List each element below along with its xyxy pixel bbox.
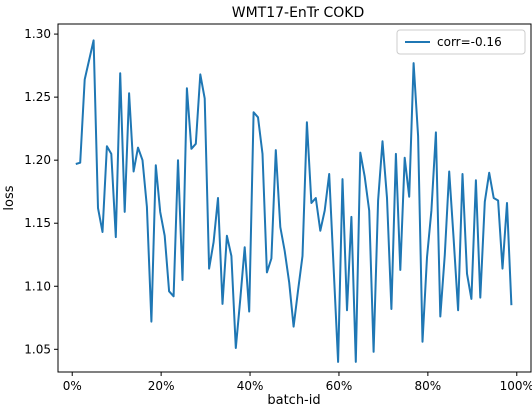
y-axis: 1.05 1.10 1.15 1.20 1.25 1.30	[24, 27, 58, 356]
y-tick-label: 1.15	[24, 216, 51, 230]
plot-area-frame	[57, 23, 532, 373]
x-tick-label: 100%	[500, 379, 532, 393]
plot-lines	[75, 39, 513, 363]
chart-title: WMT17-EnTr COKD	[232, 5, 365, 21]
y-tick-label: 1.20	[24, 153, 51, 167]
x-tick-label: 20%	[148, 379, 175, 393]
x-axis-label: batch-id	[267, 393, 320, 408]
legend-box	[396, 29, 526, 55]
x-tick-label: 0%	[63, 379, 82, 393]
x-tick-label: 80%	[415, 379, 442, 393]
y-tick-label: 1.10	[24, 279, 51, 293]
y-tick-label: 1.05	[24, 342, 51, 356]
series-line	[75, 39, 513, 363]
x-tick-label: 40%	[237, 379, 264, 393]
x-tick-label: 60%	[326, 379, 353, 393]
y-axis-label: loss	[2, 185, 17, 210]
y-tick-label: 1.25	[24, 90, 51, 104]
legend-label: corr=-0.16	[437, 35, 502, 49]
y-tick-label: 1.30	[24, 27, 51, 41]
x-axis: 0% 20% 40% 60% 80% 100%	[63, 372, 532, 393]
legend: corr=-0.16	[396, 29, 526, 55]
